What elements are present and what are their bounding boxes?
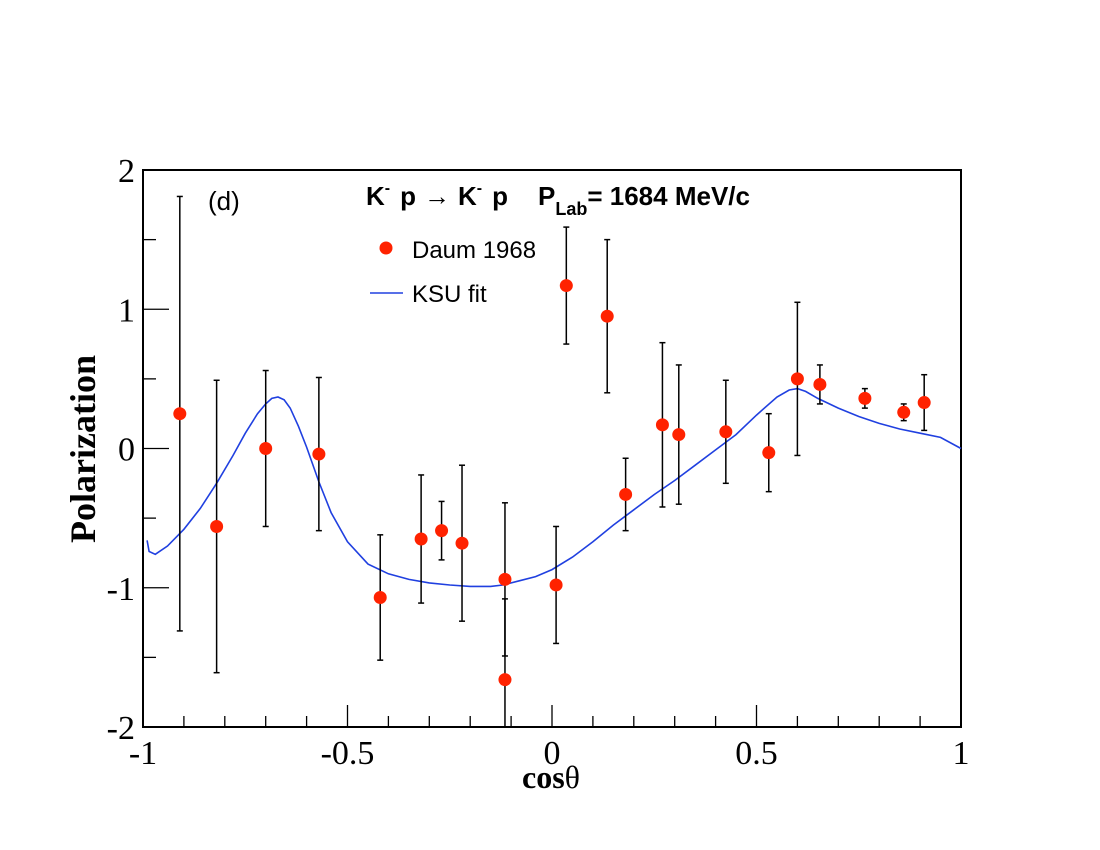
y-tick-label: -1 [107, 571, 135, 608]
data-point [312, 447, 326, 461]
title-particle-p1: p [400, 181, 416, 211]
data-point [173, 407, 187, 421]
x-axis-title-prefix: cos [522, 759, 565, 795]
data-point [455, 536, 469, 550]
data-point [790, 372, 804, 386]
title-charge-2: - [477, 180, 482, 197]
data-point [549, 578, 563, 592]
title-charge-1: - [385, 180, 390, 197]
title-momentum-symbol: P [538, 181, 555, 211]
x-tick-label: 0 [544, 735, 561, 772]
data-point [719, 425, 733, 439]
data-point [259, 442, 273, 455]
y-axis: -2 -1 0 1 2 [107, 153, 169, 747]
data-point [414, 532, 428, 546]
x-axis-title-symbol: θ [565, 759, 580, 795]
title-momentum-value: = 1684 MeV/c [587, 181, 750, 211]
data-point [762, 446, 776, 460]
y-tick-label: -2 [107, 710, 135, 747]
chart-title: K-p → K-p PLab= 1684 MeV/c [366, 180, 750, 219]
x-tick-label: 0.5 [735, 735, 778, 772]
data-point [210, 519, 224, 533]
data-point [373, 590, 387, 604]
title-arrow: → [424, 181, 450, 211]
data-point [600, 309, 614, 323]
data-point [619, 487, 633, 501]
x-axis-title: cosθ [522, 759, 580, 795]
data-point [672, 428, 686, 442]
x-tick-label: 1 [953, 735, 970, 772]
data-point [498, 673, 512, 687]
y-tick-label: 2 [118, 153, 135, 190]
x-tick-label: -0.5 [321, 735, 375, 772]
data-point [435, 524, 449, 538]
ksu-fit-layer [146, 387, 962, 588]
x-tick-label: -1 [129, 735, 157, 772]
legend: Daum 1968 KSU fit [370, 237, 536, 308]
title-momentum-subscript: Lab [555, 199, 587, 219]
legend-label-ksu: KSU fit [412, 281, 487, 308]
y-tick-label: 1 [118, 292, 135, 329]
data-point [858, 391, 872, 405]
data-point [897, 405, 911, 419]
title-particle-k2: K [458, 181, 477, 211]
x-axis: -1 -0.5 0 0.5 1 [129, 705, 970, 772]
legend-label-daum: Daum 1968 [412, 237, 536, 264]
title-particle-p2: p [492, 181, 508, 211]
y-tick-label: 0 [118, 432, 135, 469]
data-point [813, 377, 827, 391]
daum-1968-points [173, 195, 931, 727]
data-point [655, 418, 669, 432]
y-axis-title: Polarization [63, 355, 103, 543]
ksu-fit-curve [146, 387, 962, 588]
data-point [498, 572, 512, 586]
data-point [917, 396, 931, 410]
panel-label: (d) [208, 186, 240, 216]
title-particle-k1: K [366, 181, 385, 211]
legend-marker-daum [379, 241, 393, 255]
data-point [559, 279, 573, 293]
